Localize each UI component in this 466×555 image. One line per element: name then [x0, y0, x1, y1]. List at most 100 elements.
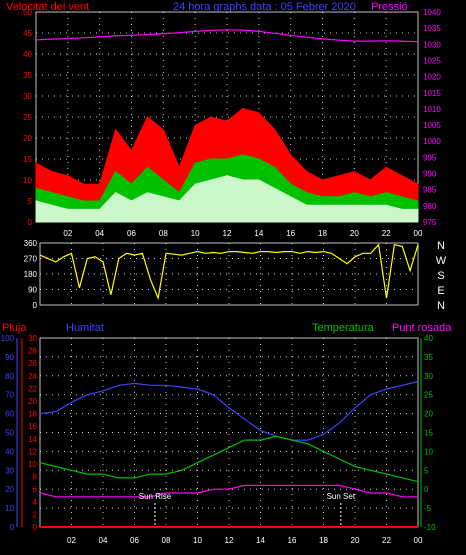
hour-tick-label: 22: [382, 536, 391, 545]
temperature-axis-tick: 25: [424, 391, 433, 400]
hour-tick-label: 16: [288, 536, 297, 545]
hour-tick-label: 08: [159, 229, 168, 238]
humidity-temperature-panel: 0102030405060708090100024681012141618202…: [1, 334, 436, 545]
pressure-axis-tick: 975: [423, 218, 437, 227]
rain-axis-tick: 10: [28, 460, 37, 469]
hour-tick-label: 00: [414, 536, 423, 545]
humidity-axis-tick: 50: [5, 429, 14, 438]
hour-tick-label: 10: [191, 229, 200, 238]
pressure-axis-tick: 995: [423, 153, 437, 162]
hour-tick-label: 18: [318, 229, 327, 238]
hour-tick-label: 18: [319, 536, 328, 545]
rain-axis-tick: 20: [28, 397, 37, 406]
pressure-axis-tick: 1040: [423, 8, 441, 17]
pressure-axis-tick: 1005: [423, 121, 441, 130]
wind-axis-tick: 5: [28, 197, 33, 206]
humidity-axis-tick: 40: [5, 447, 14, 456]
hour-tick-label: 10: [193, 536, 202, 545]
rain-axis-tick: 4: [33, 498, 38, 507]
rain-axis-tick: 0: [33, 523, 38, 532]
hour-tick-label: 16: [286, 229, 295, 238]
rain-axis-tick: 14: [28, 435, 37, 444]
temperature-axis-tick: -10: [424, 523, 436, 532]
temperature-axis-tick: 40: [424, 334, 433, 343]
hour-tick-label: 14: [254, 229, 263, 238]
wind-speed-area: [35, 175, 419, 223]
hour-tick-label: 02: [67, 536, 76, 545]
rain-axis-tick: 8: [33, 473, 38, 482]
pressure-axis-tick: 985: [423, 186, 437, 195]
direction-axis-tick: 90: [28, 286, 37, 295]
wind-axis-tick: 30: [23, 92, 32, 101]
hour-tick-label: 06: [130, 536, 139, 545]
compass-label-s: S: [437, 270, 444, 282]
hour-tick-label: 08: [162, 536, 171, 545]
rain-axis-tick: 2: [33, 510, 38, 519]
wind-axis-tick: 25: [23, 113, 32, 122]
rain-label: Pluja: [2, 322, 27, 334]
temperature-axis-tick: 30: [424, 372, 433, 381]
compass-label-e: E: [437, 285, 444, 297]
rain-axis-tick: 26: [28, 359, 37, 368]
hour-tick-label: 04: [95, 229, 104, 238]
pressure-axis-tick: 1030: [423, 40, 441, 49]
temperature-axis-tick: 35: [424, 353, 433, 362]
pressure-axis-tick: 1035: [423, 24, 441, 33]
rain-axis-tick: 18: [28, 410, 37, 419]
temperature-axis-tick: 5: [424, 466, 429, 475]
hour-tick-label: 20: [350, 229, 359, 238]
compass-label-n: N: [437, 300, 445, 312]
humidity-axis-tick: 30: [5, 466, 14, 475]
pressure-axis-tick: 980: [423, 202, 437, 211]
humidity-axis-tick: 90: [5, 353, 14, 362]
pressure-axis-tick: 1025: [423, 56, 441, 65]
dewpoint-label: Punt rosada: [392, 322, 452, 334]
humidity-axis-tick: 100: [1, 334, 15, 343]
series-line-punt-rosada: [39, 484, 418, 498]
rain-axis-tick: 16: [28, 422, 37, 431]
temperature-axis-tick: 15: [424, 429, 433, 438]
pressure-axis-tick: 990: [423, 170, 437, 179]
wind-axis-tick: 45: [23, 29, 32, 38]
temperature-axis-tick: 20: [424, 410, 433, 419]
rain-axis-tick: 24: [28, 372, 37, 381]
compass-label-w: W: [436, 255, 447, 267]
hour-tick-label: 12: [223, 229, 232, 238]
pressure-axis-tick: 1015: [423, 89, 441, 98]
wind-pressure-panel: 0510152025303540455097598098599099510001…: [23, 8, 441, 238]
hour-tick-label: 20: [351, 536, 360, 545]
humidity-axis-tick: 60: [5, 410, 14, 419]
hour-tick-label: 22: [382, 229, 391, 238]
wind-axis-tick: 35: [23, 71, 32, 80]
temperature-axis-tick: -5: [424, 504, 432, 513]
temperature-label: Temperatura: [312, 322, 375, 334]
hour-tick-label: 12: [225, 536, 234, 545]
humidity-axis-tick: 10: [5, 504, 14, 513]
humidity-axis-tick: 70: [5, 391, 14, 400]
direction-axis-tick: 180: [24, 270, 38, 279]
pressure-axis-tick: 1010: [423, 105, 441, 114]
hour-tick-label: 06: [127, 229, 136, 238]
humidity-axis-tick: 20: [5, 485, 14, 494]
wind-axis-tick: 20: [23, 134, 32, 143]
hour-tick-label: 04: [99, 536, 108, 545]
plot-frame: [39, 337, 419, 528]
wind-speed-label: Velocitat del vent: [6, 1, 89, 13]
series-line-temperatura: [39, 435, 419, 483]
wind-axis-tick: 0: [28, 218, 33, 227]
pressure-axis-tick: 1020: [423, 73, 441, 82]
wind-axis-tick: 15: [23, 155, 32, 164]
sunset-label: Sun Set: [327, 492, 356, 501]
humidity-axis-tick: 80: [5, 372, 14, 381]
chart-title: 24 hora graphs data : 05 Febrer 2020: [173, 1, 356, 13]
wind-axis-tick: 50: [23, 8, 32, 17]
direction-axis-tick: 360: [24, 239, 38, 248]
rain-axis-tick: 22: [28, 384, 37, 393]
sunrise-label: Sun Rise: [139, 492, 172, 501]
hour-tick-label: 00: [414, 229, 423, 238]
rain-axis-tick: 30: [28, 334, 37, 343]
rain-axis-tick: 28: [28, 347, 37, 356]
series-line-humitat: [39, 380, 419, 441]
direction-axis-tick: 270: [24, 255, 38, 264]
